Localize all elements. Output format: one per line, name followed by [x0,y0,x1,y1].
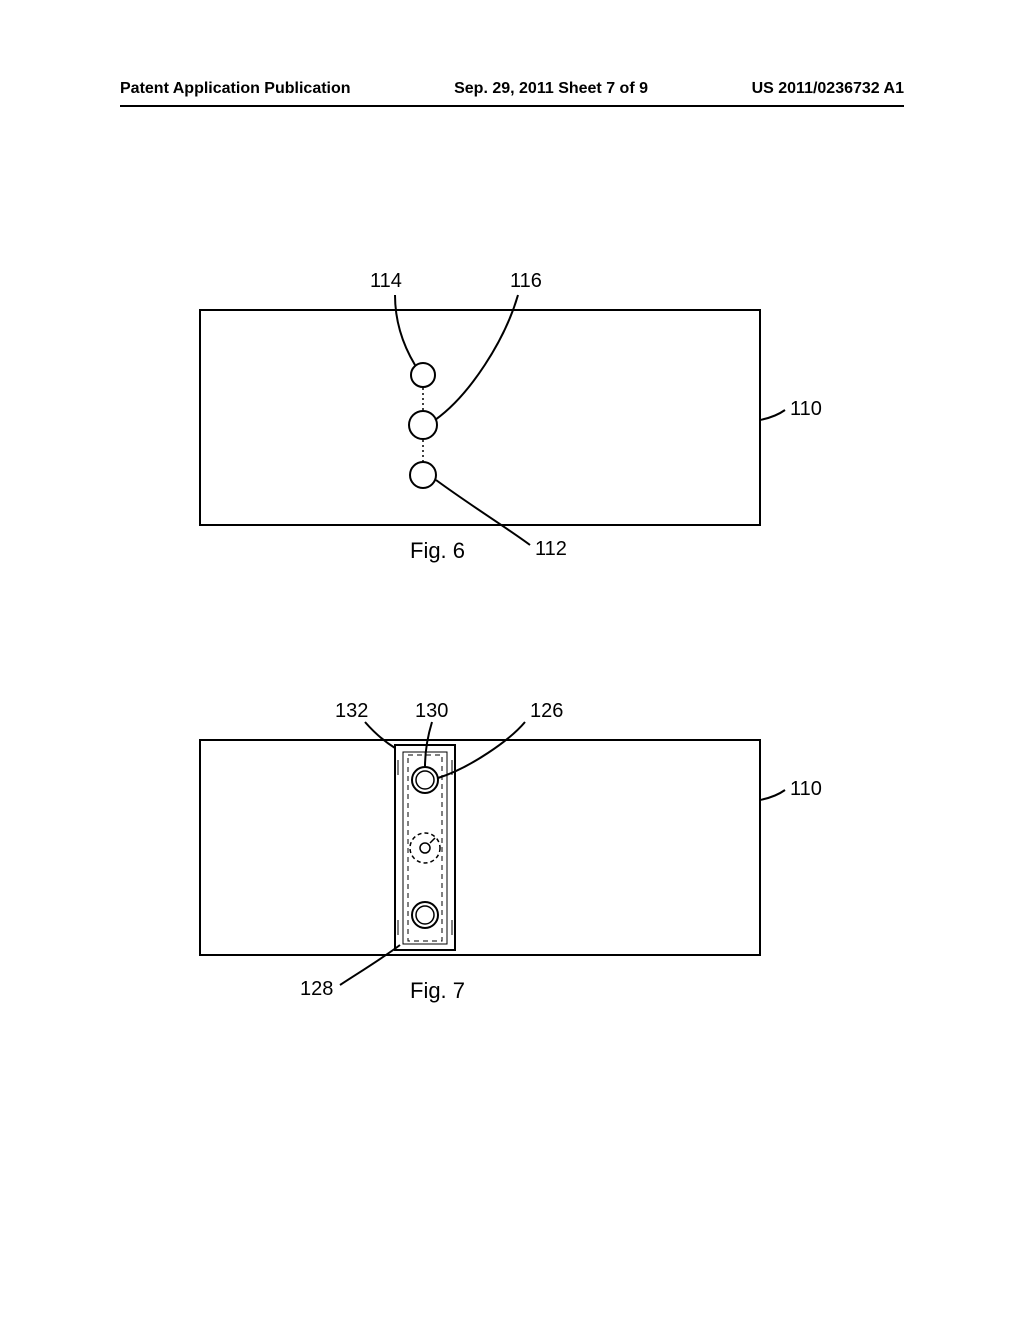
header-right: US 2011/0236732 A1 [752,80,904,98]
header-left: Patent Application Publication [120,80,351,98]
page-header: Patent Application Publication Sep. 29, … [120,80,904,98]
fig7-mid-tick [430,838,435,843]
figure-6-svg [0,270,1024,580]
fig7-top-inner [416,771,434,789]
fig6-label-110: 110 [790,398,822,421]
fig6-leader-114 [395,295,415,365]
fig6-leader-110 [760,410,785,420]
fig7-bot-inner [416,906,434,924]
figure-7-svg [0,700,1024,1020]
fig6-label-114: 114 [370,270,402,293]
fig7-mid-inner [420,843,430,853]
fig6-leader-112 [436,480,530,545]
fig7-leader-110 [760,790,785,800]
fig7-label-128: 128 [300,978,333,1001]
fig7-caption: Fig. 7 [410,978,465,1004]
fig7-label-110: 110 [790,778,822,801]
fig7-label-130: 130 [415,700,448,723]
fig7-panel [200,740,760,955]
fig6-circle-112 [410,462,436,488]
figure-6: 114 116 112 110 Fig. 6 [0,270,1024,580]
fig6-panel [200,310,760,525]
fig7-label-132: 132 [335,700,368,723]
fig6-label-112: 112 [535,538,567,561]
fig7-leader-132 [365,722,395,748]
fig7-label-126: 126 [530,700,563,723]
fig6-label-116: 116 [510,270,542,293]
fig6-circle-116 [409,411,437,439]
fig6-leader-116 [435,295,518,420]
patent-page: Patent Application Publication Sep. 29, … [0,0,1024,1320]
fig6-circle-114 [411,363,435,387]
header-divider [120,105,904,107]
header-center: Sep. 29, 2011 Sheet 7 of 9 [454,80,648,98]
figure-7: 132 130 126 128 110 Fig. 7 [0,700,1024,1020]
fig6-caption: Fig. 6 [410,538,465,564]
fig7-leader-128 [340,945,400,985]
fig7-leader-126 [438,722,525,778]
fig7-mid-outer [410,833,440,863]
